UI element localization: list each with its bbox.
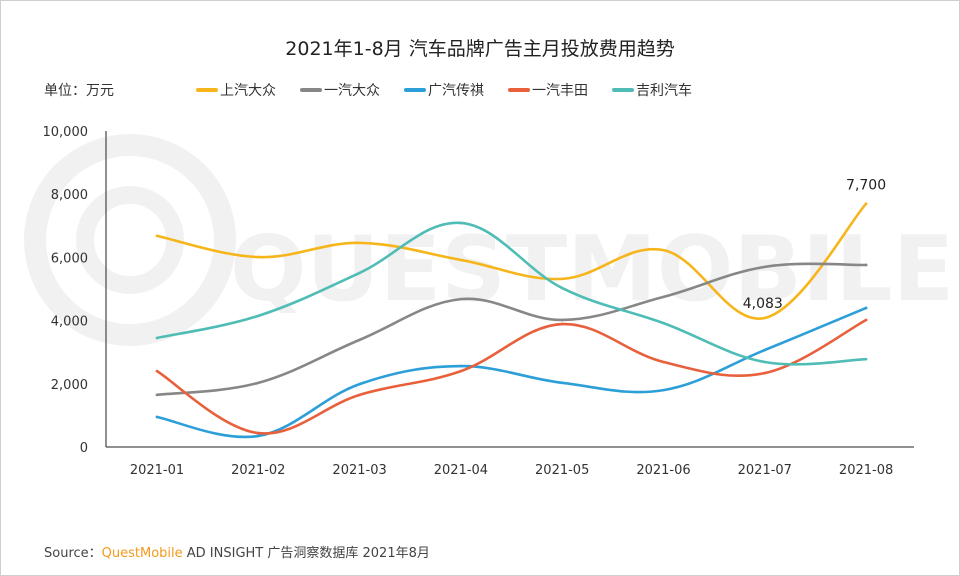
data-point-一汽丰田-2021-08	[864, 318, 868, 322]
watermark: QUESTMOBILE	[24, 134, 954, 346]
data-label: 7,700	[846, 178, 886, 194]
series-line-广汽传祺	[155, 306, 868, 439]
legend-swatch	[508, 88, 530, 92]
source-brand: QuestMobile	[101, 546, 183, 561]
data-point-一汽丰田-2021-07	[763, 371, 767, 375]
data-point-一汽丰田-2021-01	[155, 369, 159, 373]
series-line-一汽丰田	[155, 318, 868, 435]
data-point-吉利汽车-2021-07	[763, 360, 767, 364]
data-point-广汽传祺-2021-08	[864, 306, 868, 310]
data-label: 4,083	[743, 296, 783, 312]
legend-label: 吉利汽车	[636, 83, 692, 99]
legend-label: 一汽大众	[324, 83, 380, 99]
y-tick-label: 2,000	[51, 378, 88, 393]
data-point-吉利汽车-2021-08	[864, 357, 868, 361]
data-point-一汽丰田-2021-03	[358, 393, 361, 397]
x-tick-label: 2021-04	[434, 463, 488, 478]
legend-swatch	[612, 88, 634, 92]
legend: 上汽大众 一汽大众 广汽传祺 一汽丰田 吉利汽车	[196, 80, 692, 100]
x-tick-label: 2021-02	[231, 463, 285, 478]
series-line-吉利汽车	[155, 221, 868, 366]
data-point-吉利汽车-2021-04	[459, 221, 463, 225]
data-point-广汽传祺-2021-07	[763, 348, 767, 352]
data-point-一汽大众-2021-07	[763, 265, 767, 269]
unit-label: 单位：万元	[44, 83, 114, 99]
data-point-吉利汽车-2021-01	[155, 336, 159, 340]
data-point-吉利汽车-2021-05	[560, 286, 564, 290]
x-tick-label: 2021-06	[636, 463, 690, 478]
legend-label: 广汽传祺	[428, 83, 484, 99]
legend-swatch	[300, 88, 322, 92]
x-tick-label: 2021-05	[535, 463, 589, 478]
data-point-一汽丰田-2021-04	[459, 369, 463, 373]
data-point-广汽传祺-2021-03	[358, 382, 361, 386]
legend-label: 一汽丰田	[532, 83, 588, 99]
watermark-text: QUESTMOBILE	[230, 217, 954, 322]
y-tick-label: 8,000	[51, 188, 88, 203]
data-point-一汽丰田-2021-05	[560, 322, 564, 326]
data-point-吉利汽车-2021-06	[662, 321, 665, 325]
data-point-上汽大众-2021-07	[763, 316, 767, 320]
data-point-上汽大众-2021-03	[358, 241, 361, 245]
data-point-广汽传祺-2021-05	[560, 381, 564, 385]
y-tick-label: 0	[80, 441, 88, 456]
x-tick-label: 2021-01	[130, 463, 184, 478]
data-point-广汽传祺-2021-04	[459, 364, 463, 368]
x-tick-label: 2021-08	[839, 463, 893, 478]
data-point-上汽大众-2021-06	[662, 248, 665, 252]
data-point-上汽大众-2021-04	[459, 258, 463, 262]
data-point-广汽传祺-2021-06	[662, 388, 665, 392]
data-point-上汽大众-2021-01	[155, 234, 159, 238]
data-point-一汽大众-2021-04	[459, 297, 463, 301]
legend-item: 广汽传祺	[404, 80, 484, 100]
data-point-一汽大众-2021-06	[662, 295, 665, 299]
data-point-广汽传祺-2021-01	[155, 415, 159, 419]
data-point-上汽大众-2021-02	[257, 255, 260, 259]
chart-title: 2021年1-8月 汽车品牌广告主月投放费用趋势	[285, 38, 675, 60]
data-point-一汽大众-2021-03	[358, 338, 361, 342]
legend-item: 上汽大众	[196, 80, 276, 100]
data-point-一汽大众-2021-01	[155, 393, 159, 397]
y-tick-label: 4,000	[51, 315, 88, 330]
data-point-广汽传祺-2021-02	[257, 434, 260, 438]
legend-swatch	[196, 88, 218, 92]
source-note: Source：QuestMobile AD INSIGHT 广告洞察数据库 20…	[44, 542, 430, 561]
legend-swatch	[404, 88, 426, 92]
legend-label: 上汽大众	[220, 83, 276, 99]
data-point-一汽大众-2021-02	[257, 381, 260, 385]
data-point-上汽大众-2021-05	[560, 277, 564, 281]
data-point-一汽丰田-2021-06	[662, 360, 665, 364]
legend-item: 一汽大众	[300, 80, 380, 100]
x-tick-label: 2021-03	[332, 463, 386, 478]
series-line-一汽大众	[155, 262, 868, 397]
legend-item: 一汽丰田	[508, 80, 588, 100]
x-tick-label: 2021-07	[738, 463, 792, 478]
y-tick-label: 10,000	[43, 125, 89, 140]
data-point-吉利汽车-2021-03	[358, 271, 361, 275]
data-point-上汽大众-2021-08	[864, 202, 868, 205]
source-rest: AD INSIGHT 广告洞察数据库 2021年8月	[182, 546, 430, 561]
y-tick-label: 6,000	[51, 251, 88, 266]
source-prefix: Source：	[44, 546, 102, 561]
data-point-一汽大众-2021-05	[560, 318, 564, 322]
data-point-一汽大众-2021-08	[864, 263, 868, 267]
data-point-一汽丰田-2021-02	[257, 431, 260, 435]
legend-item: 吉利汽车	[612, 80, 692, 100]
data-point-吉利汽车-2021-02	[257, 314, 260, 318]
